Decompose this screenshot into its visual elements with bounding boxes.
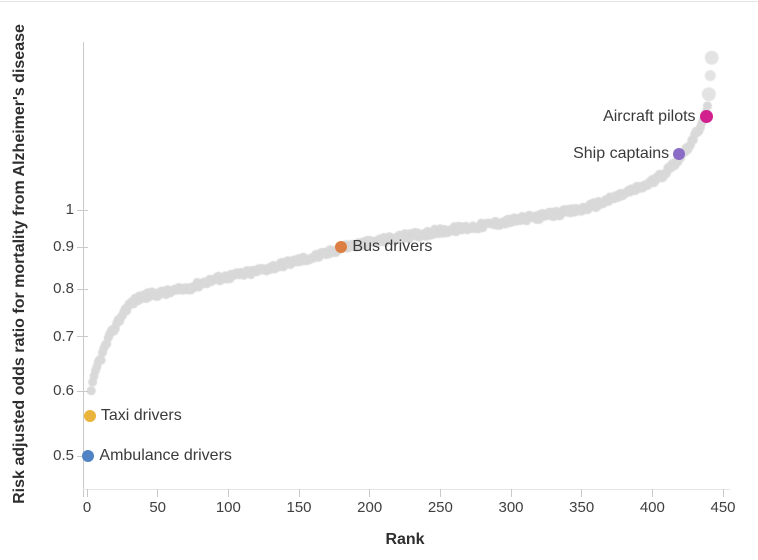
y-tick [77,246,88,248]
x-tick [86,489,88,497]
y-axis-line [83,42,84,497]
x-tick-label: 250 [427,499,453,516]
label-ambulance-drivers: Ambulance drivers [99,447,232,465]
x-tick [369,489,371,497]
x-tick [298,489,300,497]
y-tick-label: 0.9 [53,238,74,256]
x-tick [439,489,441,497]
point-ship-captains [673,148,686,161]
point-taxi-drivers [83,409,96,422]
x-axis-title: Rank [385,531,425,548]
x-tick-label: 50 [149,499,166,516]
y-tick [77,390,88,392]
x-tick [722,489,724,497]
label-ship-captains: Ship captains [573,145,670,163]
y-tick-label: 0.6 [53,382,74,400]
x-tick-label: 100 [215,499,241,516]
x-tick [651,489,653,497]
y-tick-label: 0.8 [53,280,74,298]
y-tick [77,288,88,290]
point-ambulance-drivers [82,450,95,463]
label-aircraft-pilots: Aircraft pilots [603,107,696,125]
y-tick-label: 1 [65,201,74,218]
x-tick-label: 0 [82,499,92,516]
x-tick [227,489,229,497]
point-aircraft-pilots [699,110,713,124]
y-tick [77,209,88,211]
point-bus-drivers [335,241,348,254]
x-tick-label: 400 [639,499,665,516]
x-tick-label: 300 [498,499,524,516]
x-tick [157,489,159,497]
x-tick-label: 350 [569,499,595,516]
x-tick [581,489,583,497]
x-tick-label: 150 [286,499,312,516]
label-bus-drivers: Bus drivers [352,238,433,256]
x-axis-baseline [83,489,730,490]
x-tick-label: 200 [357,499,383,516]
y-tick-label: 0.7 [53,327,74,345]
y-tick-label: 0.5 [53,447,74,465]
y-tick [77,336,88,338]
x-tick-label: 450 [710,499,736,516]
x-tick [510,489,512,497]
label-taxi-drivers: Taxi drivers [100,406,182,424]
